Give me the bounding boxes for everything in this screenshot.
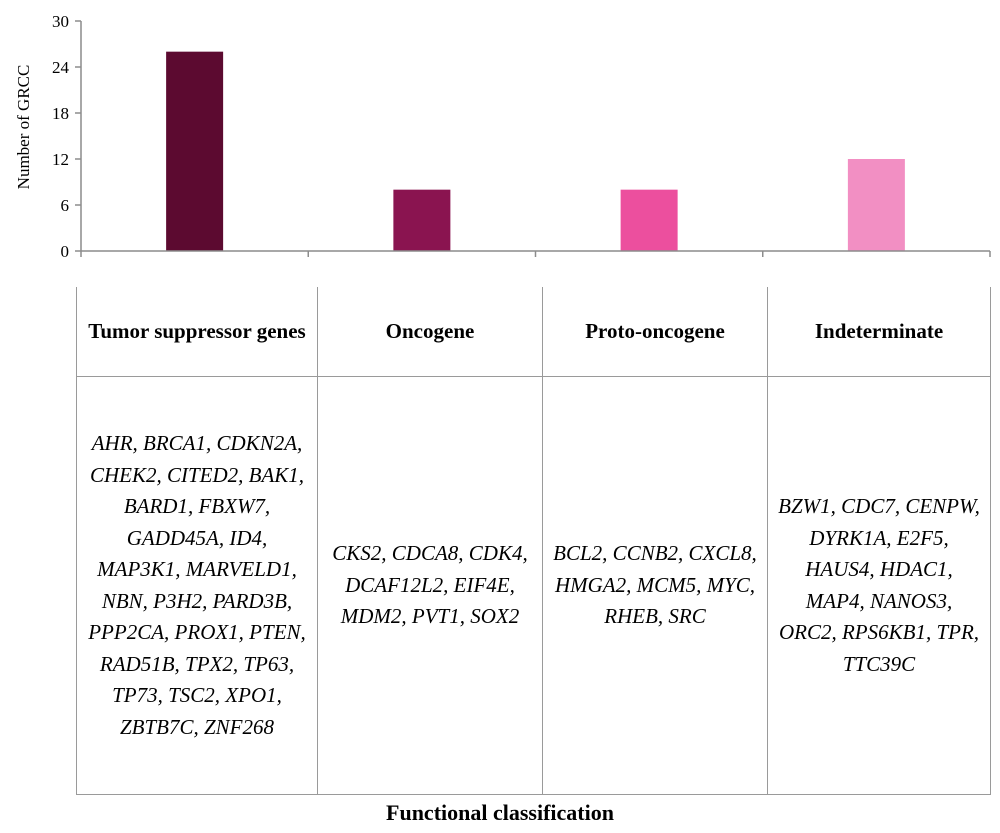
header-tumor-suppressor: Tumor suppressor genes <box>76 287 318 377</box>
bars <box>166 51 905 251</box>
x-axis <box>80 250 991 257</box>
y-tick-label: 0 <box>61 242 70 261</box>
y-tick-label: 30 <box>52 12 69 31</box>
y-axis-label: Number of GRCC <box>14 65 33 190</box>
genes-oncogene: CKS2, CDCA8, CDK4, DCAF12L2, EIF4E, MDM2… <box>318 377 543 795</box>
header-label: Tumor suppressor genes <box>88 319 306 343</box>
gene-list: BZW1, CDC7, CENPW, DYRK1A, E2F5, HAUS4, … <box>778 494 980 676</box>
header-proto-oncogene: Proto-oncogene <box>543 287 768 377</box>
bar-indeterminate <box>847 159 905 251</box>
header-label: Oncogene <box>385 319 475 343</box>
y-tick-label: 6 <box>61 196 70 215</box>
genes-tumor-suppressor: AHR, BRCA1, CDKN2A, CHEK2, CITED2, BAK1,… <box>76 377 318 795</box>
bar-oncogene <box>393 189 451 251</box>
header-oncogene: Oncogene <box>318 287 543 377</box>
y-tick-label: 12 <box>52 150 69 169</box>
bar-chart: 0 6 12 18 24 30 Number of GRCC <box>14 12 991 261</box>
gene-list: BCL2, CCNB2, CXCL8, HMGA2, MCM5, MYC, RH… <box>553 541 757 629</box>
header-label: Indeterminate <box>814 319 944 343</box>
x-axis-title: Functional classification <box>386 800 614 825</box>
y-tick-label: 24 <box>52 58 70 77</box>
bar-proto-oncogene <box>620 189 678 251</box>
y-tick-label: 18 <box>52 104 69 123</box>
gene-list: CKS2, CDCA8, CDK4, DCAF12L2, EIF4E, MDM2… <box>332 541 528 629</box>
header-label: Proto-oncogene <box>585 319 725 343</box>
genes-proto-oncogene: BCL2, CCNB2, CXCL8, HMGA2, MCM5, MYC, RH… <box>543 377 768 795</box>
bar-tumor-suppressor-genes <box>166 51 224 251</box>
header-indeterminate: Indeterminate <box>768 287 991 377</box>
y-axis: 0 6 12 18 24 30 <box>52 12 82 261</box>
genes-indeterminate: BZW1, CDC7, CENPW, DYRK1A, E2F5, HAUS4, … <box>768 377 991 795</box>
gene-list: AHR, BRCA1, CDKN2A, CHEK2, CITED2, BAK1,… <box>88 431 306 739</box>
gene-classification-table: Tumor suppressor genes Oncogene Proto-on… <box>76 287 991 795</box>
